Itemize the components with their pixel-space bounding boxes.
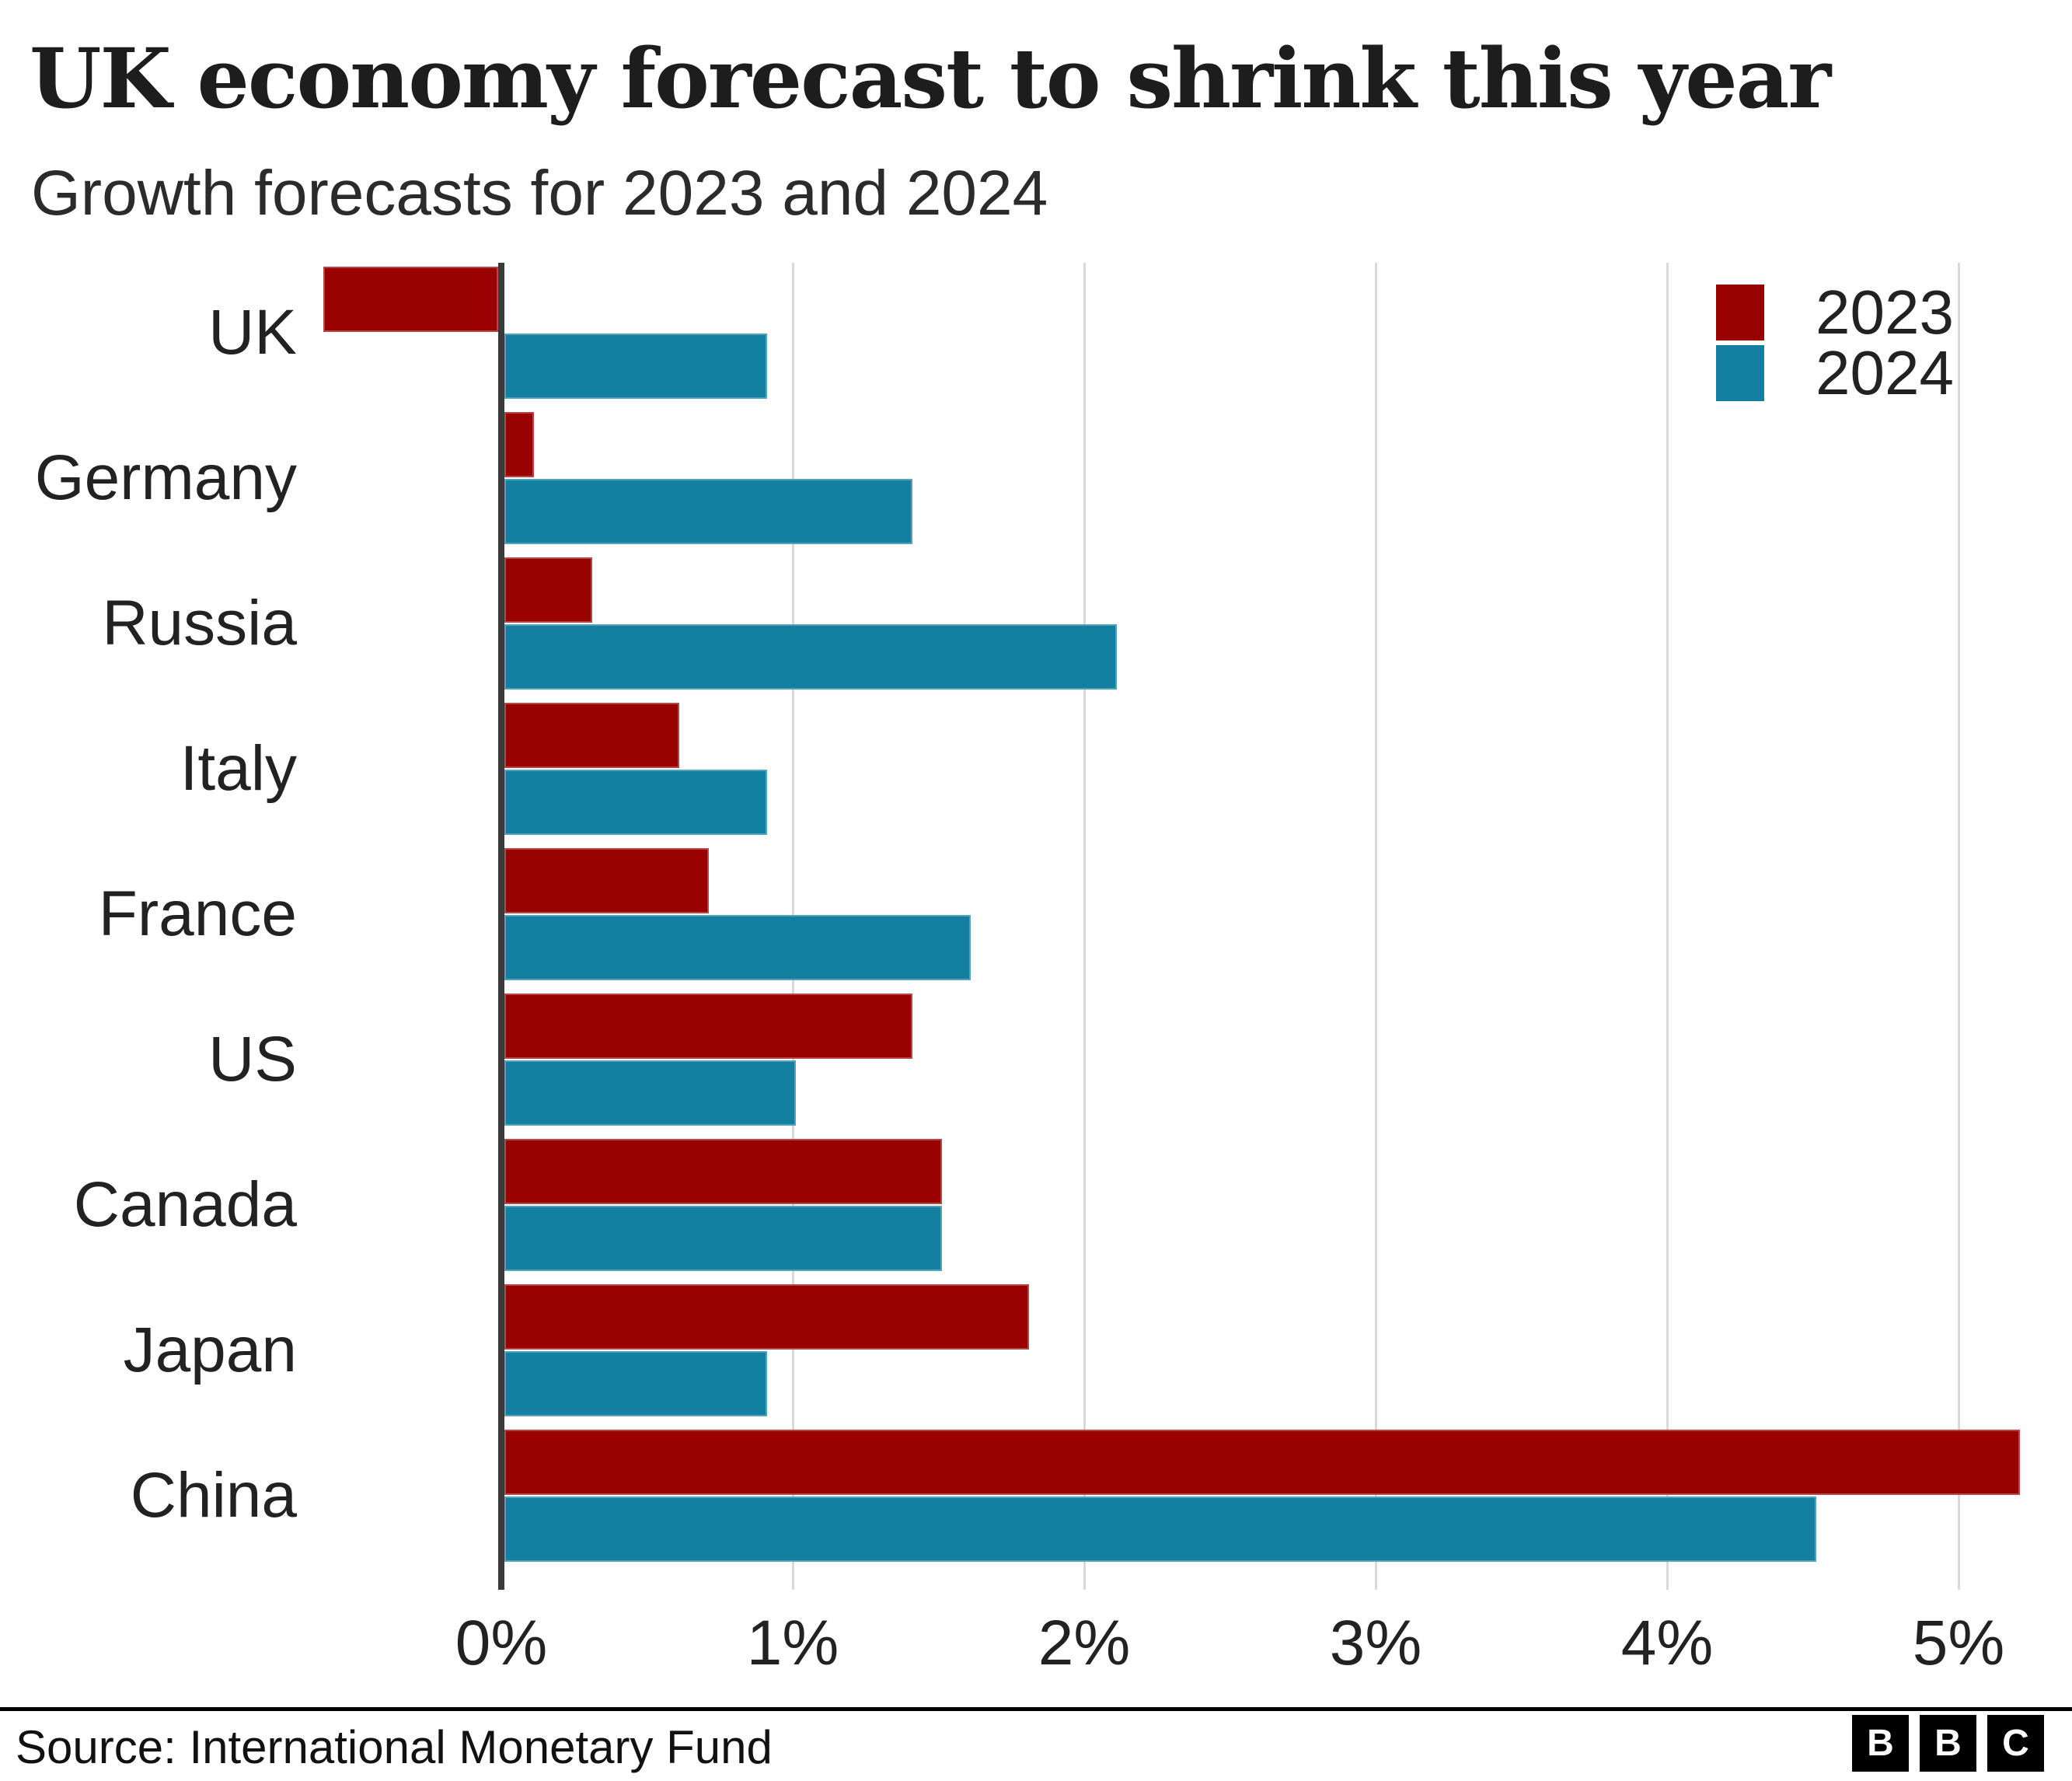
gridline-2% xyxy=(1083,263,1086,1590)
category-label-germany: Germany xyxy=(34,442,297,513)
bar-uk-2024 xyxy=(504,334,767,399)
chart-subtitle: Growth forecasts for 2023 and 2024 xyxy=(31,158,1048,229)
category-label-japan: Japan xyxy=(123,1315,297,1385)
bar-canada-2024 xyxy=(504,1206,942,1271)
bar-italy-2023 xyxy=(504,703,679,768)
category-label-russia: Russia xyxy=(102,588,297,658)
bar-uk-2023 xyxy=(323,267,498,332)
legend-swatch-2023 xyxy=(1716,285,1764,340)
category-label-canada: Canada xyxy=(73,1169,297,1240)
chart-title: UK economy forecast to shrink this year xyxy=(30,30,1831,127)
gridline-4% xyxy=(1666,263,1669,1590)
bar-china-2024 xyxy=(504,1496,1816,1562)
bbc-logo-block-b: B xyxy=(1920,1715,1976,1772)
bar-france-2023 xyxy=(504,848,709,913)
bar-germany-2023 xyxy=(504,412,534,477)
x-tick-4%: 4% xyxy=(1620,1608,1714,1678)
bar-france-2024 xyxy=(504,915,971,980)
legend-label-2024: 2024 xyxy=(1816,338,1954,407)
bar-us-2024 xyxy=(504,1060,796,1126)
x-tick-3%: 3% xyxy=(1329,1608,1422,1678)
legend-label-2023: 2023 xyxy=(1816,278,1954,347)
bar-italy-2024 xyxy=(504,770,767,835)
category-label-uk: UK xyxy=(208,297,297,368)
category-label-italy: Italy xyxy=(180,733,297,804)
gridline-3% xyxy=(1375,263,1377,1590)
x-tick-0%: 0% xyxy=(455,1608,548,1678)
x-tick-5%: 5% xyxy=(1912,1608,2005,1678)
gridline-5% xyxy=(1958,263,1960,1590)
category-label-china: China xyxy=(130,1460,297,1531)
footer-divider xyxy=(0,1707,2072,1711)
bar-japan-2023 xyxy=(504,1284,1029,1350)
x-tick-1%: 1% xyxy=(746,1608,839,1678)
bbc-logo-block-b: B xyxy=(1852,1715,1909,1772)
bar-china-2023 xyxy=(504,1430,2020,1495)
bbc-logo-block-c: C xyxy=(1987,1715,2044,1772)
bar-germany-2024 xyxy=(504,479,912,544)
zero-axis-line xyxy=(498,263,504,1590)
legend-swatch-2024 xyxy=(1716,345,1764,401)
plot-area: UK Germany Russia Italy France US Canada Japan C… xyxy=(0,263,2072,1590)
bar-russia-2023 xyxy=(504,557,592,623)
bar-us-2023 xyxy=(504,994,912,1059)
source-credit: Source: International Monetary Fund xyxy=(16,1721,773,1773)
bar-japan-2024 xyxy=(504,1351,767,1416)
bar-canada-2023 xyxy=(504,1139,942,1204)
bar-russia-2024 xyxy=(504,624,1117,690)
category-label-us: US xyxy=(208,1024,297,1095)
x-tick-2%: 2% xyxy=(1038,1608,1131,1678)
category-label-france: France xyxy=(98,878,297,949)
